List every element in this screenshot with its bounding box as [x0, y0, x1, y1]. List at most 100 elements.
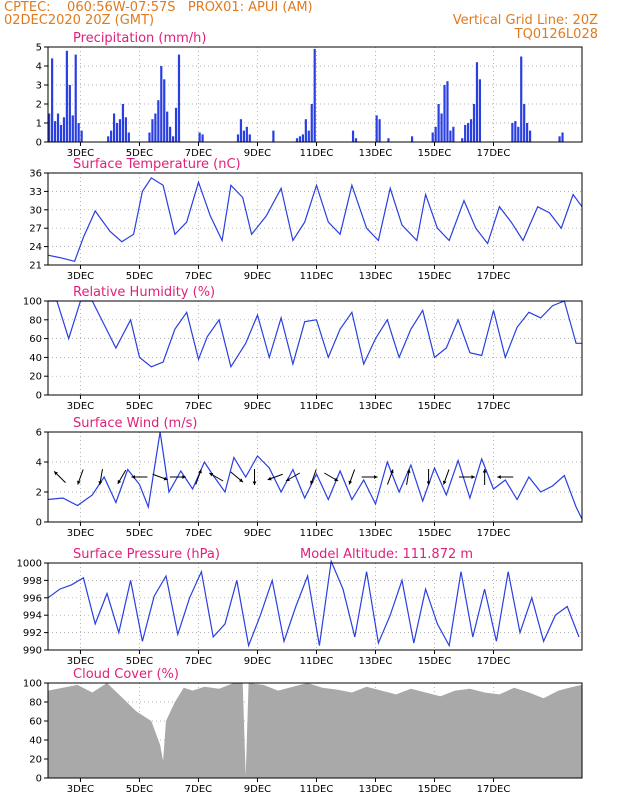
- wind-arrow-head: [117, 479, 122, 484]
- y-tick-label: 20: [29, 372, 42, 383]
- x-tick-label: 3DEC: [67, 401, 94, 412]
- precip-bar: [295, 138, 299, 142]
- precip-bar: [127, 132, 130, 142]
- precip-bar: [169, 126, 172, 142]
- precip-bar: [410, 136, 414, 142]
- wind-arrow-head: [252, 481, 257, 485]
- y-tick-label: 0: [36, 518, 42, 529]
- series-line: [48, 300, 582, 369]
- x-tick-label: 3DEC: [67, 271, 94, 282]
- cloud-area: [48, 683, 582, 778]
- wind-arrow-head: [348, 480, 353, 485]
- precip-bar: [351, 130, 355, 142]
- x-tick-label: 11DEC: [300, 656, 334, 667]
- x-tick-label: 11DEC: [300, 148, 334, 159]
- wind-arrow-head: [406, 469, 411, 473]
- wind-arrow-head: [198, 469, 202, 474]
- precip-bar: [452, 126, 455, 142]
- precip-bar: [236, 134, 240, 142]
- precip-bar: [62, 117, 66, 142]
- x-tick-label: 9DEC: [244, 148, 271, 159]
- x-tick-label: 13DEC: [359, 401, 393, 412]
- x-tick-label: 3DEC: [67, 148, 94, 159]
- x-tick-label: 13DEC: [359, 784, 393, 795]
- x-tick-label: 5DEC: [126, 528, 153, 539]
- x-tick-label: 15DEC: [418, 528, 452, 539]
- precip-bar: [157, 100, 160, 142]
- x-tick-label: 7DEC: [185, 784, 212, 795]
- x-tick-label: 17DEC: [477, 148, 511, 159]
- x-tick-label: 7DEC: [185, 656, 212, 667]
- precip-bar: [48, 113, 51, 142]
- precip-bar: [56, 113, 60, 142]
- y-tick-label: 33: [29, 187, 42, 198]
- x-tick-label: 11DEC: [300, 271, 334, 282]
- header-line2-left: 02DEC2020 20Z (GMT): [4, 13, 155, 28]
- precip-bar: [71, 115, 74, 142]
- panel-title: Surface Pressure (hPa): [73, 547, 220, 562]
- panel-1: 0 1 2 3 4 5 3DEC 5DEC 7DEC 9DEC 11DEC 13DEC 15DEC 17D…: [36, 31, 583, 159]
- x-tick-label: 13DEC: [359, 271, 393, 282]
- precip-bar: [464, 124, 467, 142]
- x-tick-label: 3DEC: [67, 784, 94, 795]
- model-altitude-label: Model Altitude: 111.872 m: [300, 547, 473, 562]
- panel-6: 0 20 40 60 80 100 3DEC 5DEC 7DEC 9DEC 11DEC 13DEC 15…: [23, 667, 583, 795]
- panel-title: Surface Wind (m/s): [73, 416, 197, 431]
- y-tick-label: 1000: [17, 559, 42, 570]
- precip-bar: [77, 123, 80, 142]
- precip-bar: [301, 134, 304, 142]
- y-tick-label: 80: [29, 698, 42, 709]
- panel-frame: [47, 431, 583, 523]
- series-line: [47, 177, 583, 263]
- precip-bar: [154, 113, 157, 142]
- x-tick-label: 11DEC: [300, 401, 334, 412]
- precip-bar: [354, 138, 358, 142]
- precip-bar: [467, 123, 470, 142]
- y-tick-label: 40: [29, 736, 42, 747]
- precip-bar: [523, 104, 526, 142]
- y-tick-label: 3: [36, 81, 42, 92]
- precip-bar: [248, 134, 251, 142]
- y-tick-label: 1: [36, 119, 42, 130]
- precip-bar: [437, 104, 440, 142]
- y-tick-label: 20: [29, 755, 42, 766]
- x-tick-label: 5DEC: [126, 401, 153, 412]
- precip-bar: [443, 85, 446, 142]
- precip-bar: [387, 138, 390, 142]
- x-tick-label: 9DEC: [244, 528, 271, 539]
- x-tick-label: 15DEC: [418, 656, 452, 667]
- precip-bar: [68, 85, 71, 142]
- panel-frame: [47, 172, 583, 266]
- x-tick-label: 13DEC: [359, 656, 393, 667]
- panel-frame: [47, 300, 583, 396]
- panel-title: Surface Temperature (nC): [73, 157, 241, 172]
- panel-5: 990 992 994 996 998 1000 3DEC 5DEC 7DEC 9DEC 11DEC…: [17, 547, 583, 667]
- precip-bar: [517, 126, 520, 142]
- wind-arrow-head: [310, 480, 314, 485]
- y-tick-label: 80: [29, 315, 42, 326]
- x-tick-label: 9DEC: [244, 401, 271, 412]
- x-tick-label: 9DEC: [244, 656, 271, 667]
- x-tick-label: 17DEC: [477, 656, 511, 667]
- y-tick-label: 30: [29, 205, 42, 216]
- precip-bar: [107, 136, 110, 142]
- y-tick-label: 996: [23, 593, 42, 604]
- wind-arrow-head: [389, 469, 394, 474]
- wind-arrow-head: [471, 475, 475, 479]
- precip-bar: [431, 132, 434, 142]
- precip-bar: [446, 81, 449, 142]
- wind-arrow-head: [182, 475, 186, 479]
- y-tick-label: 24: [29, 242, 42, 253]
- y-tick-label: 0: [36, 774, 42, 785]
- y-tick-label: 60: [29, 717, 42, 728]
- y-tick-label: 4: [36, 62, 42, 73]
- y-tick-label: 990: [23, 646, 42, 657]
- precip-bar: [526, 123, 529, 142]
- precip-bar: [378, 119, 381, 142]
- wind-arrow-head: [77, 480, 81, 485]
- precip-bar: [272, 130, 275, 142]
- precip-bar: [201, 134, 204, 142]
- y-tick-label: 36: [29, 169, 42, 180]
- wind-arrow-head: [497, 475, 501, 479]
- wind-arrow-head: [374, 475, 378, 479]
